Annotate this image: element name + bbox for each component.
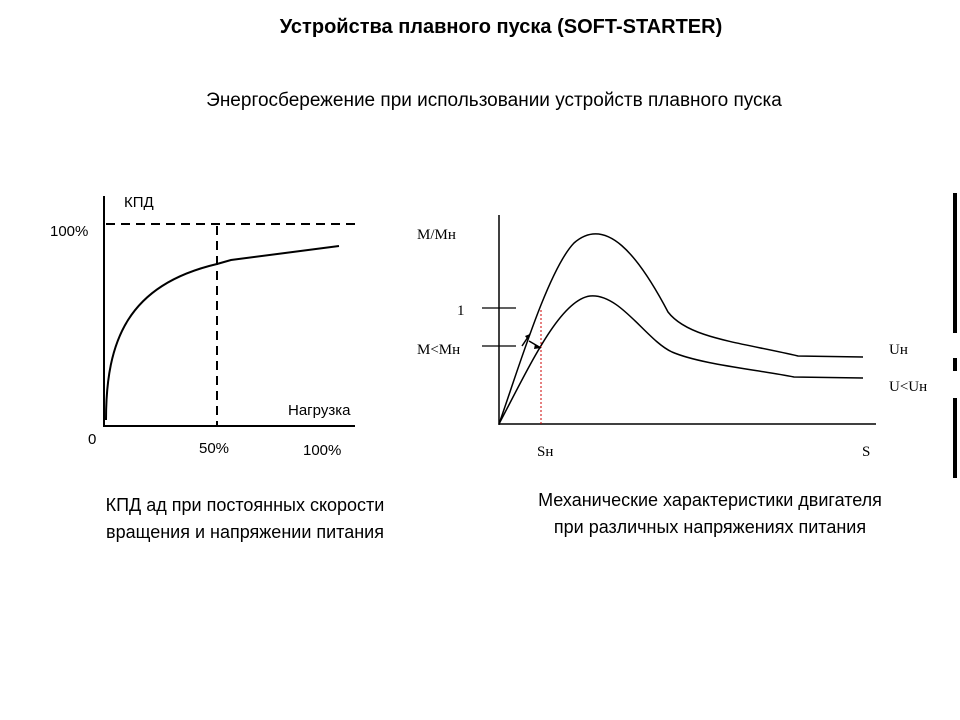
efficiency-chart xyxy=(103,196,356,427)
efficiency-curve xyxy=(105,245,340,421)
efficiency-x-tick-100: 100% xyxy=(303,442,342,459)
efficiency-y-label: КПД xyxy=(124,194,154,211)
torque-y-label: M/Mн xyxy=(417,227,456,243)
efficiency-x-tick-50: 50% xyxy=(199,440,230,457)
curve-label-nominal: Uн xyxy=(889,342,908,358)
operating-point-arrow-1-head xyxy=(525,334,530,340)
efficiency-caption: КПД ад при постоянных скорости вращения … xyxy=(60,492,430,546)
edge-bar-middle xyxy=(953,358,957,371)
torque-caption-line2: при различных напряжениях питания xyxy=(553,517,867,537)
torque-x-label: S xyxy=(862,444,871,460)
torque-chart xyxy=(482,215,876,425)
edge-bar-top xyxy=(953,193,957,333)
curve-nominal-voltage xyxy=(498,233,864,425)
operating-point-arrow-2-head xyxy=(534,344,541,349)
page-subtitle: Энергосбережение при использовании устро… xyxy=(206,90,782,111)
torque-y-tick-1: 1 xyxy=(457,303,465,319)
efficiency-x-label: Нагрузка xyxy=(288,402,351,419)
curve-reduced-voltage xyxy=(498,295,864,425)
efficiency-origin-label: 0 xyxy=(88,431,97,448)
edge-bar-bottom xyxy=(953,398,957,478)
torque-y-tick-m: M<Mн xyxy=(417,342,461,358)
efficiency-caption-line2: вращения и напряжении питания xyxy=(106,522,384,542)
page-title: Устройства плавного пуска (SOFT-STARTER) xyxy=(279,16,723,38)
efficiency-caption-line1: КПД ад при постоянных скорости xyxy=(105,495,385,515)
torque-caption-line1: Механические характеристики двигателя xyxy=(538,490,882,510)
torque-caption: Механические характеристики двигателя пр… xyxy=(490,487,930,541)
torque-x-tick-sn: Sн xyxy=(537,444,554,460)
curve-label-reduced: U<Uн xyxy=(889,379,928,395)
efficiency-y-tick-100: 100% xyxy=(50,223,89,240)
